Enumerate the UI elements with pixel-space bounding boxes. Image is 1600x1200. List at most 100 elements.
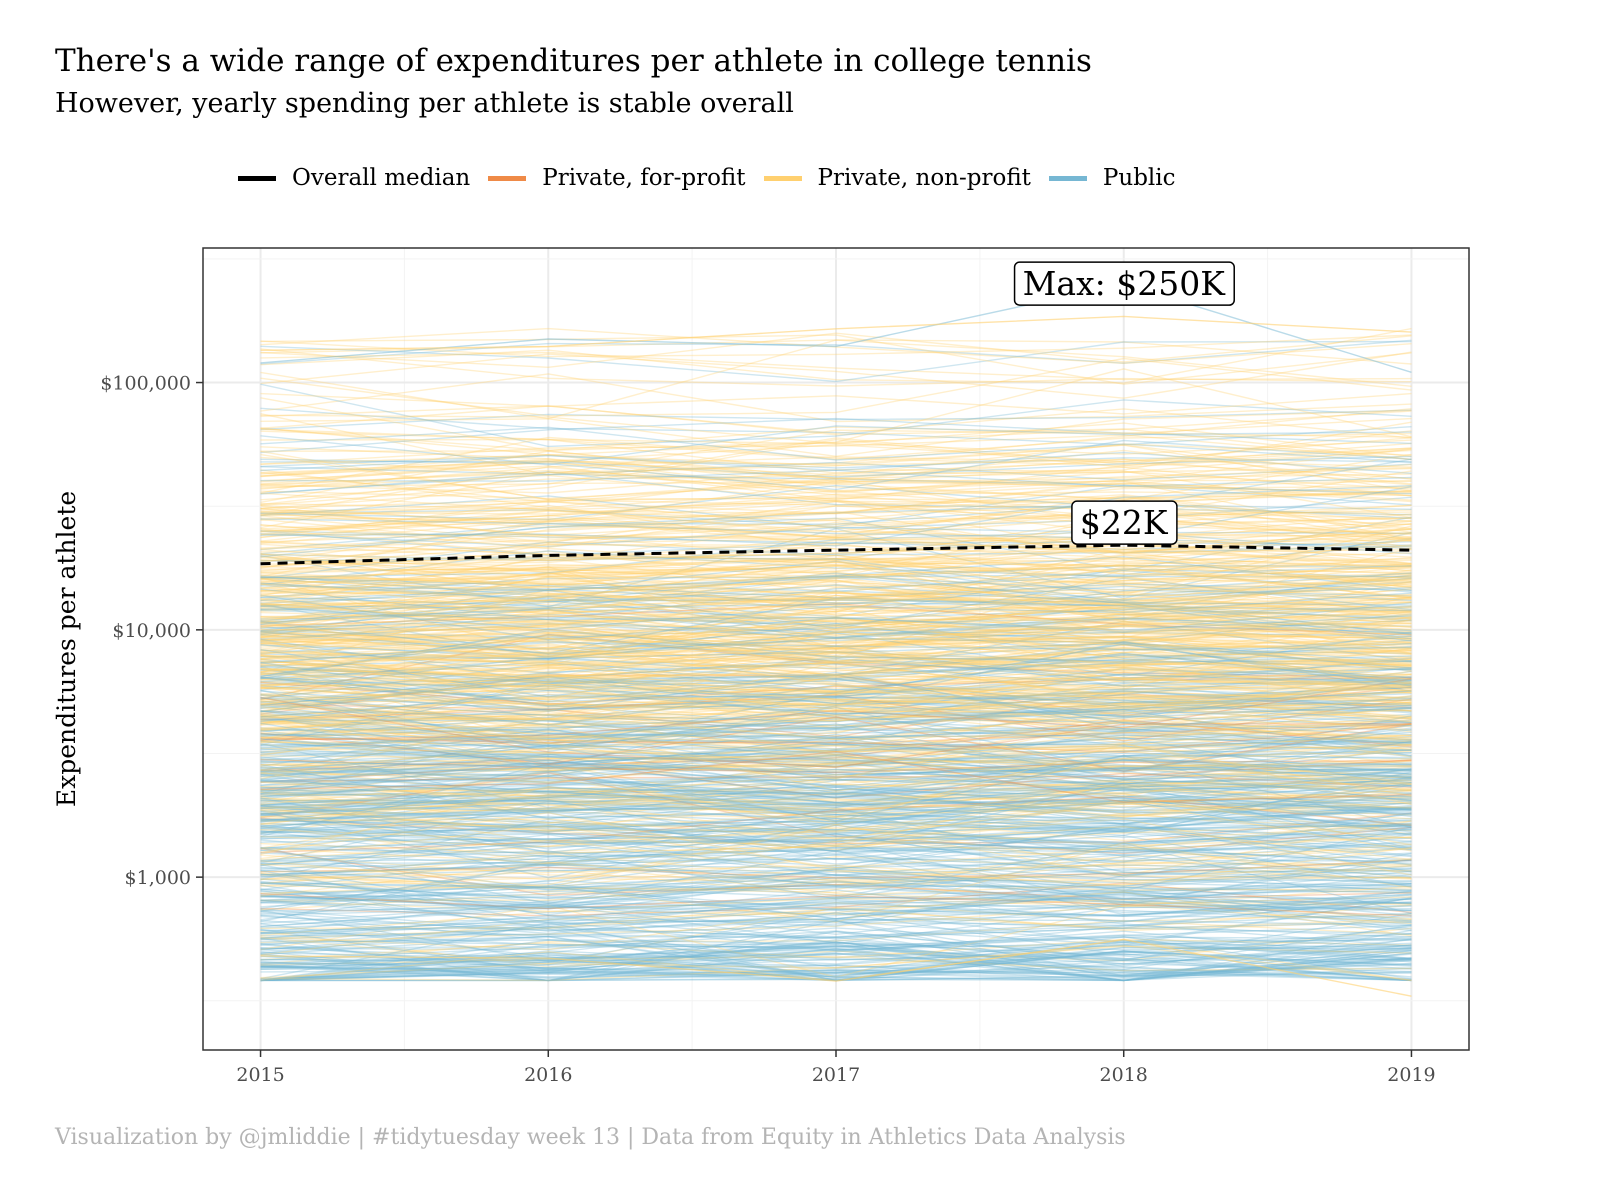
school-line	[260, 880, 1412, 901]
school-line	[260, 949, 1412, 982]
school-line	[260, 823, 1412, 850]
school-line	[260, 833, 1412, 878]
school-line	[260, 723, 1412, 792]
school-line	[260, 710, 1412, 757]
school-line	[260, 734, 1412, 754]
median-line	[260, 543, 1412, 566]
school-line	[260, 773, 1412, 833]
school-line	[260, 787, 1412, 811]
school-line	[260, 471, 1412, 529]
school-line	[260, 775, 1412, 807]
school-line	[260, 839, 1412, 873]
school-line	[260, 864, 1412, 927]
school-line	[260, 950, 1412, 977]
school-line	[260, 694, 1412, 742]
school-line	[260, 677, 1412, 705]
school-line	[260, 620, 1412, 673]
school-line	[260, 653, 1412, 711]
school-line	[260, 511, 1412, 550]
annotation-max-text: Max: $250K	[1023, 264, 1227, 303]
school-line	[260, 762, 1412, 795]
school-line	[260, 783, 1412, 832]
school-line	[260, 816, 1412, 866]
school-line	[260, 689, 1412, 740]
school-line	[260, 556, 1412, 605]
school-line	[260, 770, 1412, 831]
school-line	[260, 658, 1412, 700]
school-line	[260, 675, 1412, 713]
school-line	[260, 351, 1412, 381]
school-line	[260, 492, 1412, 521]
school-line	[260, 861, 1412, 894]
school-line	[260, 960, 1412, 978]
school-line	[260, 436, 1412, 494]
school-line	[260, 857, 1412, 923]
school-line	[260, 584, 1412, 640]
school-line	[260, 715, 1412, 771]
school-line	[260, 553, 1412, 586]
school-line	[260, 882, 1412, 920]
school-line	[260, 562, 1412, 590]
school-line	[260, 675, 1412, 718]
school-line	[260, 938, 1412, 971]
school-line	[260, 650, 1412, 666]
school-line	[260, 768, 1412, 816]
school-line	[260, 605, 1412, 687]
school-line	[260, 700, 1412, 738]
school-line	[260, 357, 1412, 417]
school-line	[260, 578, 1412, 612]
school-line	[260, 761, 1412, 809]
school-line	[260, 748, 1412, 799]
school-line	[260, 687, 1412, 737]
school-line	[260, 417, 1412, 454]
school-line	[260, 788, 1412, 807]
school-line	[260, 474, 1412, 505]
school-line	[260, 901, 1412, 929]
school-line	[260, 781, 1412, 847]
school-line	[260, 586, 1412, 618]
school-line	[260, 723, 1412, 773]
school-line	[260, 708, 1412, 740]
school-line	[260, 705, 1412, 753]
school-line	[260, 815, 1412, 839]
school-line	[260, 893, 1412, 912]
school-line	[260, 439, 1412, 491]
school-line	[260, 920, 1412, 952]
school-line	[260, 442, 1412, 501]
school-line	[260, 854, 1412, 887]
school-line	[260, 807, 1412, 879]
school-line	[260, 779, 1412, 829]
school-line	[260, 810, 1412, 879]
annotation-median-text: $22K	[1080, 503, 1169, 542]
school-line	[260, 885, 1412, 937]
school-line	[260, 534, 1412, 586]
school-line	[260, 594, 1412, 667]
school-line	[260, 613, 1412, 650]
school-line	[260, 492, 1412, 509]
school-line	[260, 543, 1412, 597]
school-line	[260, 936, 1412, 960]
school-line	[260, 517, 1412, 557]
school-line	[260, 718, 1412, 747]
school-line	[260, 670, 1412, 710]
school-line	[260, 674, 1412, 713]
school-line	[260, 527, 1412, 608]
school-line	[260, 602, 1412, 636]
school-line	[260, 793, 1412, 814]
school-line	[260, 500, 1412, 533]
school-line	[260, 740, 1412, 776]
school-line	[260, 743, 1412, 823]
school-line	[260, 677, 1412, 701]
school-line	[260, 753, 1412, 773]
school-line	[260, 454, 1412, 488]
school-line	[260, 511, 1412, 578]
school-line	[260, 659, 1412, 691]
school-line	[260, 479, 1412, 521]
school-line	[260, 624, 1412, 663]
school-line	[260, 567, 1412, 639]
school-line	[260, 693, 1412, 731]
school-line	[260, 623, 1412, 645]
school-line	[260, 572, 1412, 631]
school-line	[260, 641, 1412, 676]
school-line	[260, 577, 1412, 606]
